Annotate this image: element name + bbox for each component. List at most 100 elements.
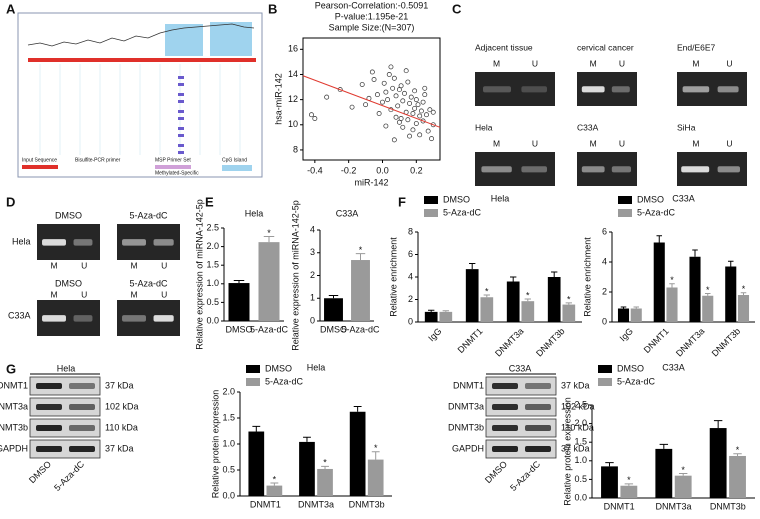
point: [405, 117, 411, 123]
blot-strip: [485, 418, 557, 438]
gel-band: [483, 86, 511, 93]
gel-band: [717, 166, 740, 173]
lane-label: M: [692, 58, 699, 68]
bar: [702, 295, 714, 322]
error-bar: [565, 302, 572, 305]
point: [383, 89, 389, 95]
blot-band: [525, 425, 551, 431]
blot-band: [36, 425, 62, 431]
point: [312, 116, 318, 121]
x-tick-label: -0.4: [307, 165, 323, 175]
error-bar: [483, 294, 490, 298]
y-tick-label: 8: [293, 144, 298, 154]
point: [386, 72, 392, 77]
point: [424, 112, 429, 118]
error-bar: [510, 276, 517, 282]
bar: [674, 475, 692, 498]
blot-band: [36, 404, 62, 410]
lane-label: 5-Aza-dC: [508, 459, 542, 493]
lane-label: U: [161, 289, 167, 299]
y-tick-label: 0: [602, 316, 607, 326]
gel-title: SiHa: [677, 122, 696, 132]
bar: [424, 311, 438, 322]
significance-mark: *: [736, 445, 740, 455]
point: [385, 97, 391, 103]
chart-title: P-value:1.195e-21: [335, 11, 409, 21]
y-tick-label: 0.0: [222, 490, 235, 500]
gel-band: [521, 166, 547, 173]
significance-mark: *: [323, 458, 327, 468]
error-bar: [605, 462, 614, 467]
bar: [248, 431, 265, 496]
x-tick-label: DNMT3a: [674, 326, 707, 359]
point: [369, 69, 375, 75]
significance-mark: *: [567, 294, 571, 304]
lane-label: U: [81, 260, 87, 270]
error-bar: [371, 451, 380, 460]
legend-swatch: [598, 378, 612, 386]
x-tick-label: DNMT1: [456, 326, 485, 355]
blot-strip: [29, 376, 101, 396]
gel-title: 5-Aza-dC: [129, 278, 168, 288]
methprimer-diagram: Input Sequence Bisulfite-PCR primer MSP …: [17, 12, 263, 178]
y-tick-label: 2.0: [574, 418, 587, 428]
point: [410, 111, 416, 116]
x-tick-label: DNMT1: [250, 499, 281, 509]
size-label: 102 kDa: [105, 401, 139, 411]
x-tick-label: -0.2: [341, 165, 357, 175]
point: [430, 109, 436, 115]
gel-band: [153, 315, 174, 322]
error-bar: [713, 420, 723, 429]
y-tick-label: 1.0: [222, 438, 235, 448]
cpg-ticks: [39, 64, 241, 155]
bar: [258, 242, 280, 321]
bar: [617, 308, 630, 322]
gel-band: [73, 239, 93, 246]
y-tick-label: 1: [310, 293, 315, 303]
y-tick-label: 4: [310, 224, 315, 234]
y-tick-label: 1.5: [574, 437, 587, 447]
bar: [465, 269, 479, 322]
y-tick-label: 0.0: [574, 492, 587, 502]
protein-label: DNMT3a: [448, 401, 484, 411]
blot-strip: [29, 439, 101, 459]
bar: [709, 428, 727, 498]
x-tick-label: 0.2: [410, 165, 423, 175]
point: [408, 94, 414, 100]
chart-title: C33A: [336, 208, 359, 218]
y-tick-label: 2: [408, 294, 413, 304]
legend-swatch: [424, 196, 438, 204]
point: [390, 85, 396, 91]
x-axis-label: miR-142: [354, 177, 388, 187]
y-tick-label: 2.0: [206, 241, 219, 251]
protein-label: DNMT3b: [448, 422, 484, 432]
bar: [689, 256, 701, 322]
error-bar: [353, 406, 362, 412]
gel-band: [521, 86, 547, 93]
y-tick-label: 8: [408, 226, 413, 236]
lane-label: U: [532, 138, 538, 148]
blot-band: [69, 383, 95, 389]
gel-band: [481, 166, 512, 173]
error-bar: [727, 260, 734, 267]
point: [363, 102, 369, 108]
point: [359, 82, 365, 87]
significance-mark: *: [359, 245, 363, 255]
point: [400, 124, 406, 130]
point: [371, 77, 377, 82]
lane-label: M: [493, 58, 500, 68]
gel-band: [153, 239, 174, 246]
size-label: 102 kDa: [561, 401, 595, 411]
row-label: C33A: [8, 310, 31, 320]
blot-title: C33A: [509, 363, 532, 373]
panel-label: F: [398, 194, 406, 209]
gel-band: [581, 86, 605, 93]
x-tick-label: DNMT3b: [349, 499, 385, 509]
point: [422, 85, 428, 91]
point: [383, 123, 389, 129]
error-bar: [252, 425, 261, 432]
lane-label: M: [130, 289, 137, 299]
error-bar: [442, 310, 449, 312]
point: [420, 118, 426, 124]
significance-mark: *: [627, 475, 631, 485]
